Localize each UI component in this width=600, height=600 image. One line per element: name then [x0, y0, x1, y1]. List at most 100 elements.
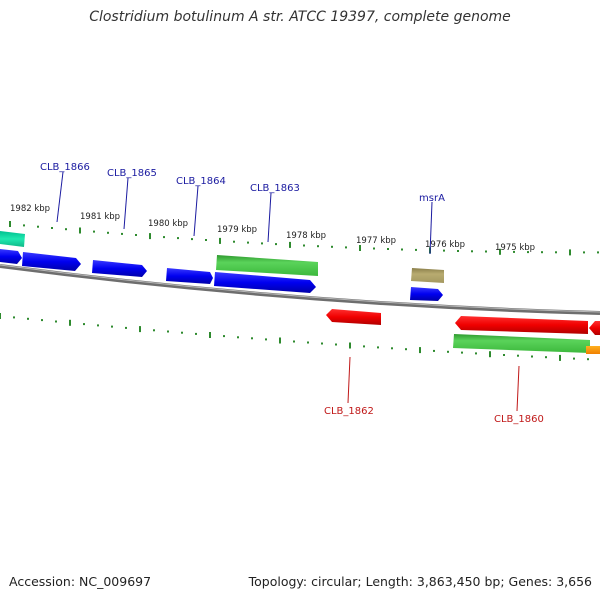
minor-tick: [265, 338, 267, 341]
minor-tick: [317, 245, 319, 248]
leader-line: [267, 192, 272, 243]
minor-tick: [583, 251, 585, 254]
minor-tick: [475, 352, 477, 355]
major-tick: [9, 221, 11, 227]
minor-tick: [485, 250, 487, 253]
minor-tick: [363, 345, 365, 348]
minor-tick: [237, 336, 239, 339]
leader-line: [56, 171, 64, 223]
tick-label: 1982 kbp: [10, 204, 50, 214]
tick-label: 1976 kbp: [425, 240, 465, 250]
gene-feature-khaki[interactable]: [411, 268, 444, 283]
major-tick: [349, 342, 351, 349]
minor-tick: [23, 224, 25, 227]
minor-tick: [83, 323, 85, 326]
gene-feature-blue[interactable]: [410, 287, 443, 301]
gene-label[interactable]: CLB_1864: [176, 176, 226, 187]
minor-tick: [181, 331, 183, 334]
minor-tick: [167, 330, 169, 333]
minor-tick: [233, 240, 235, 243]
minor-tick: [247, 241, 249, 244]
major-tick: [569, 249, 571, 256]
gene-feature-blue[interactable]: [214, 272, 316, 293]
minor-tick: [461, 351, 463, 354]
inner-tick-track: [0, 313, 589, 361]
gene-feature-green[interactable]: [216, 255, 318, 276]
gene-feature-blue[interactable]: [0, 249, 22, 264]
minor-tick: [261, 242, 263, 245]
gene-feature-green[interactable]: [0, 231, 25, 247]
minor-tick: [251, 337, 253, 340]
minor-tick: [107, 231, 109, 234]
accession-text: Accession: NC_009697: [9, 574, 152, 589]
major-tick: [419, 347, 421, 354]
minor-tick: [415, 248, 417, 251]
gene-label[interactable]: CLB_1862: [324, 406, 374, 417]
gene-label[interactable]: CLB_1865: [107, 168, 157, 179]
tick-label: 1978 kbp: [286, 231, 326, 241]
minor-tick: [275, 243, 277, 246]
minor-tick: [331, 245, 333, 248]
minor-tick: [335, 343, 337, 346]
minor-tick: [471, 250, 473, 253]
gene-feature-blue[interactable]: [22, 252, 81, 271]
minor-tick: [377, 346, 379, 349]
forward-leader-lines: [56, 171, 433, 255]
gene-label[interactable]: CLB_1860: [494, 414, 544, 425]
leader-line: [193, 185, 199, 237]
leader-line: [123, 177, 129, 230]
minor-tick: [503, 354, 505, 356]
gene-label[interactable]: CLB_1863: [250, 183, 300, 194]
gene-label[interactable]: CLB_1866: [40, 162, 90, 173]
minor-tick: [457, 250, 459, 252]
leader-line: [516, 365, 520, 412]
minor-tick: [555, 251, 557, 254]
minor-tick: [573, 357, 575, 360]
minor-tick: [307, 341, 309, 344]
tick-label: 1975 kbp: [495, 243, 535, 253]
major-tick: [69, 319, 71, 326]
minor-tick: [55, 320, 57, 323]
tick-label: 1980 kbp: [148, 219, 188, 229]
minor-tick: [587, 358, 589, 361]
minor-tick: [405, 348, 407, 351]
minor-tick: [153, 329, 155, 332]
major-tick: [209, 332, 211, 338]
gene-label[interactable]: msrA: [419, 193, 445, 204]
minor-tick: [345, 246, 347, 249]
minor-tick: [223, 335, 225, 338]
gene-feature-blue[interactable]: [92, 260, 147, 277]
major-tick: [289, 241, 291, 248]
major-tick: [489, 351, 491, 358]
minor-tick: [541, 251, 543, 254]
minor-tick: [391, 347, 393, 350]
leader-line: [347, 356, 351, 404]
genome-backbone: [0, 264, 600, 315]
minor-tick: [177, 237, 179, 240]
minor-tick: [321, 342, 323, 345]
leader-line: [429, 201, 433, 255]
gene-feature-green[interactable]: [453, 334, 590, 353]
gene-feature-blue[interactable]: [166, 268, 213, 284]
tick-label: 1981 kbp: [80, 212, 120, 222]
minor-tick: [37, 225, 39, 228]
minor-tick: [545, 356, 547, 359]
gene-feature-orange[interactable]: [586, 346, 600, 354]
major-tick: [149, 233, 151, 240]
minor-tick: [97, 324, 99, 327]
minor-tick: [205, 239, 207, 241]
major-tick: [219, 237, 221, 244]
genome-summary-text: Topology: circular; Length: 3,863,450 bp…: [248, 574, 592, 589]
minor-tick: [191, 238, 193, 241]
gene-feature-red[interactable]: [589, 321, 600, 335]
gene-feature-red[interactable]: [326, 309, 381, 325]
minor-tick: [447, 350, 449, 353]
minor-tick: [531, 355, 533, 358]
reverse-leader-lines: [347, 356, 520, 412]
minor-tick: [513, 250, 515, 253]
minor-tick: [195, 332, 197, 335]
minor-tick: [163, 236, 165, 239]
genome-backbone-highlight: [0, 264, 600, 313]
gene-feature-red[interactable]: [455, 316, 588, 334]
